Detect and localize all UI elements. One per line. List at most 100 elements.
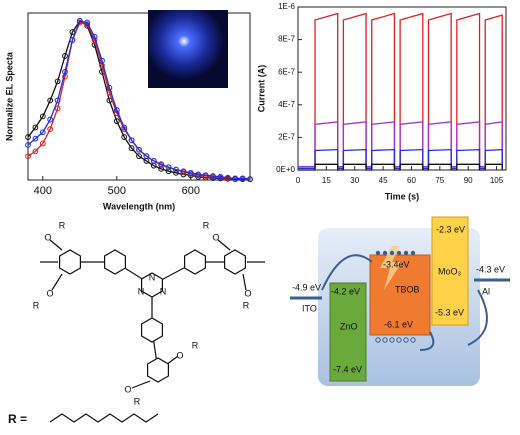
series-line — [298, 148, 503, 170]
device-photo — [148, 10, 228, 88]
energy-diagram: -4.9 eV ITO -4.2 eV ZnO -7.4 eV -3.4eV T… — [290, 216, 510, 386]
arrow — [467, 289, 488, 346]
level-label: -4.9 eV — [292, 282, 321, 292]
ring — [147, 357, 169, 383]
atom: O — [176, 350, 183, 360]
y-tick-label: 2E-7 — [278, 133, 295, 142]
marker — [165, 164, 172, 171]
y-axis-label: Normalize EL Specta — [4, 51, 14, 141]
x-tick-label: 600 — [182, 185, 200, 197]
atom: O — [46, 288, 53, 298]
level-label: -7.4 eV — [333, 364, 362, 374]
ring — [141, 317, 163, 343]
marker — [143, 153, 150, 160]
marker — [247, 176, 253, 183]
marker — [113, 107, 120, 113]
bond — [49, 239, 63, 251]
ring — [184, 249, 206, 275]
marker — [84, 19, 91, 26]
level-label: -3.4eV — [383, 259, 410, 269]
marker — [121, 124, 128, 131]
marker — [136, 153, 142, 160]
atom: N — [160, 286, 167, 296]
marker — [76, 18, 83, 24]
x-axis-label: Time (s) — [385, 191, 419, 201]
marker — [32, 135, 39, 142]
marker — [187, 169, 194, 176]
atom: N — [149, 272, 156, 282]
tbob-band — [369, 254, 431, 336]
bond — [51, 273, 63, 291]
marker — [25, 142, 31, 148]
ring — [141, 272, 163, 298]
marker — [62, 53, 68, 59]
marker — [113, 118, 120, 125]
r-definition: R = — [8, 412, 27, 426]
marker — [32, 124, 39, 131]
marker — [91, 33, 98, 40]
marker — [39, 129, 46, 136]
level-label: -5.3 eV — [435, 307, 464, 317]
level-label: -6.1 eV — [384, 319, 413, 329]
marker — [121, 134, 128, 140]
atom: R — [33, 300, 40, 310]
marker — [195, 171, 202, 178]
marker — [62, 68, 68, 75]
ring — [103, 249, 127, 275]
atom: R — [134, 396, 141, 406]
series-line — [27, 20, 251, 180]
bond — [217, 239, 231, 251]
y-tick-label: 0E+0 — [276, 165, 295, 174]
x-tick-label: 75 — [435, 176, 444, 185]
electrons — [375, 250, 416, 256]
x-tick-label: 90 — [464, 176, 473, 185]
marker — [47, 116, 54, 123]
marker — [69, 37, 76, 43]
level-label: -4.2 eV — [331, 286, 360, 296]
atom: R — [243, 300, 250, 310]
marker — [54, 78, 61, 85]
marker — [54, 97, 61, 104]
light-icon — [380, 246, 402, 290]
atom: N — [138, 286, 145, 296]
plot-frame — [27, 12, 251, 181]
y-axis-label: Current (A) — [256, 65, 266, 113]
marker — [25, 153, 31, 160]
y-tick-label: 1E-6 — [278, 2, 295, 11]
marker — [224, 174, 231, 181]
atom: O — [44, 232, 51, 242]
atom: O — [212, 232, 219, 242]
y-tick-label: 4E-7 — [278, 100, 295, 109]
atom: R — [203, 220, 210, 230]
marker — [128, 145, 135, 152]
holes — [375, 337, 416, 343]
x-tick-label: 60 — [407, 176, 416, 185]
marker — [99, 57, 105, 64]
y-tick-label: 8E-7 — [278, 35, 295, 44]
layer-name: ITO — [302, 303, 317, 313]
y-tick-label: 6E-7 — [278, 67, 295, 76]
x-axis-label: Wavelength (nm) — [103, 201, 175, 211]
marker — [47, 126, 54, 133]
atom: R — [59, 220, 66, 230]
chemical-structure — [40, 239, 265, 389]
marker — [165, 168, 172, 175]
atom: R — [192, 340, 199, 350]
marker — [180, 168, 187, 175]
moo3-band — [431, 216, 469, 326]
layer-name: ZnO — [340, 321, 358, 331]
structure-labels: N N N O R O R O R O R O R O R R = — [8, 220, 252, 426]
marker — [173, 169, 179, 176]
marker — [239, 175, 246, 182]
x-tick-label: 105 — [490, 176, 504, 185]
marker — [39, 113, 46, 120]
alkyl-chain — [49, 413, 159, 423]
plot-frame — [297, 6, 507, 171]
bond — [131, 380, 151, 389]
zno-band — [329, 282, 367, 382]
layer-name: TBOB — [395, 284, 420, 294]
atom: O — [244, 288, 251, 298]
arrow — [321, 254, 373, 291]
